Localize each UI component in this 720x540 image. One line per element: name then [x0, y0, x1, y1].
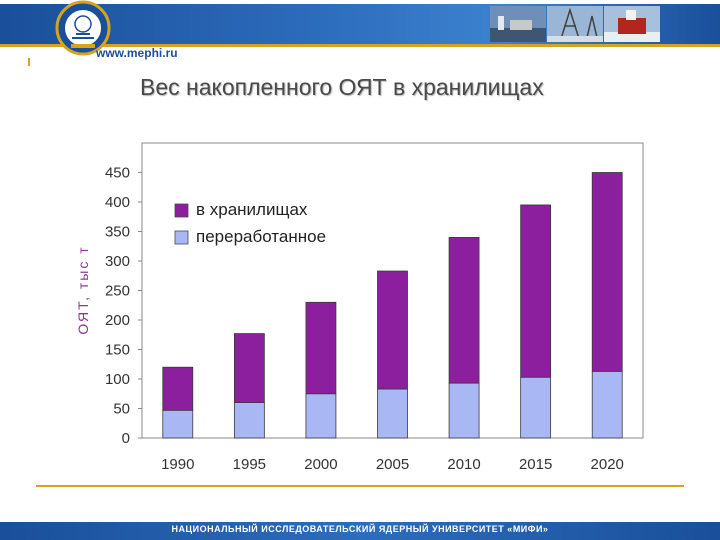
x-tick-label: 2000	[304, 456, 337, 473]
x-tick-label: 2020	[591, 456, 624, 473]
bar-segment-processed-2020	[591, 370, 623, 439]
y-axis-label: ОЯТ, тыс т	[75, 245, 91, 334]
left-accent-mark	[28, 58, 30, 66]
x-tick-label: 1995	[233, 456, 266, 473]
y-tick-label: 300	[105, 253, 130, 270]
footer-divider	[36, 485, 684, 487]
footer-text: НАЦИОНАЛЬНЫЙ ИССЛЕДОВАТЕЛЬСКИЙ ЯДЕРНЫЙ У…	[171, 524, 549, 534]
bar-segment-stored-1995	[233, 333, 265, 404]
y-tick-label: 150	[105, 342, 130, 359]
y-tick-label: 450	[105, 165, 130, 182]
bar-segment-stored-2015	[520, 204, 552, 378]
x-tick-label: 2005	[376, 456, 409, 473]
bar-segment-processed-2000	[305, 393, 337, 439]
legend-label-stored: в хранилищах	[196, 200, 308, 219]
legend-swatch-processed	[174, 230, 189, 245]
bar-segment-stored-2010	[448, 236, 480, 384]
footer-band	[0, 522, 720, 540]
bar-segment-stored-1990	[162, 366, 194, 411]
bar-segment-stored-2020	[591, 172, 623, 372]
site-url[interactable]: www.mephi.ru	[96, 46, 178, 60]
bar-segment-processed-1995	[233, 402, 265, 439]
y-tick-label: 350	[105, 224, 130, 241]
bar-segment-processed-2015	[520, 376, 552, 439]
bar-segment-processed-2010	[448, 382, 480, 439]
slide-title: Вес накопленного ОЯТ в хранилищах	[140, 74, 544, 100]
mephi-emblem-icon	[55, 0, 111, 56]
x-tick-label: 2010	[447, 456, 480, 473]
y-tick-label: 50	[113, 401, 130, 418]
bar-segment-stored-2000	[305, 301, 337, 395]
y-tick-label: 100	[105, 371, 130, 388]
x-tick-label: 2015	[519, 456, 552, 473]
energy-photos-strip-icon	[490, 6, 660, 42]
bar-segment-stored-2005	[377, 270, 408, 390]
legend-swatch-stored	[174, 203, 189, 218]
legend-label-processed: переработанное	[196, 227, 326, 246]
x-tick-label: 1990	[161, 456, 194, 473]
y-tick-label: 200	[105, 312, 130, 329]
y-tick-label: 250	[105, 283, 130, 300]
header-divider	[0, 44, 720, 47]
bar-segment-processed-2005	[377, 388, 408, 439]
y-tick-label: 400	[105, 194, 130, 211]
y-tick-label: 0	[122, 430, 130, 447]
bar-segment-processed-1990	[162, 409, 194, 439]
